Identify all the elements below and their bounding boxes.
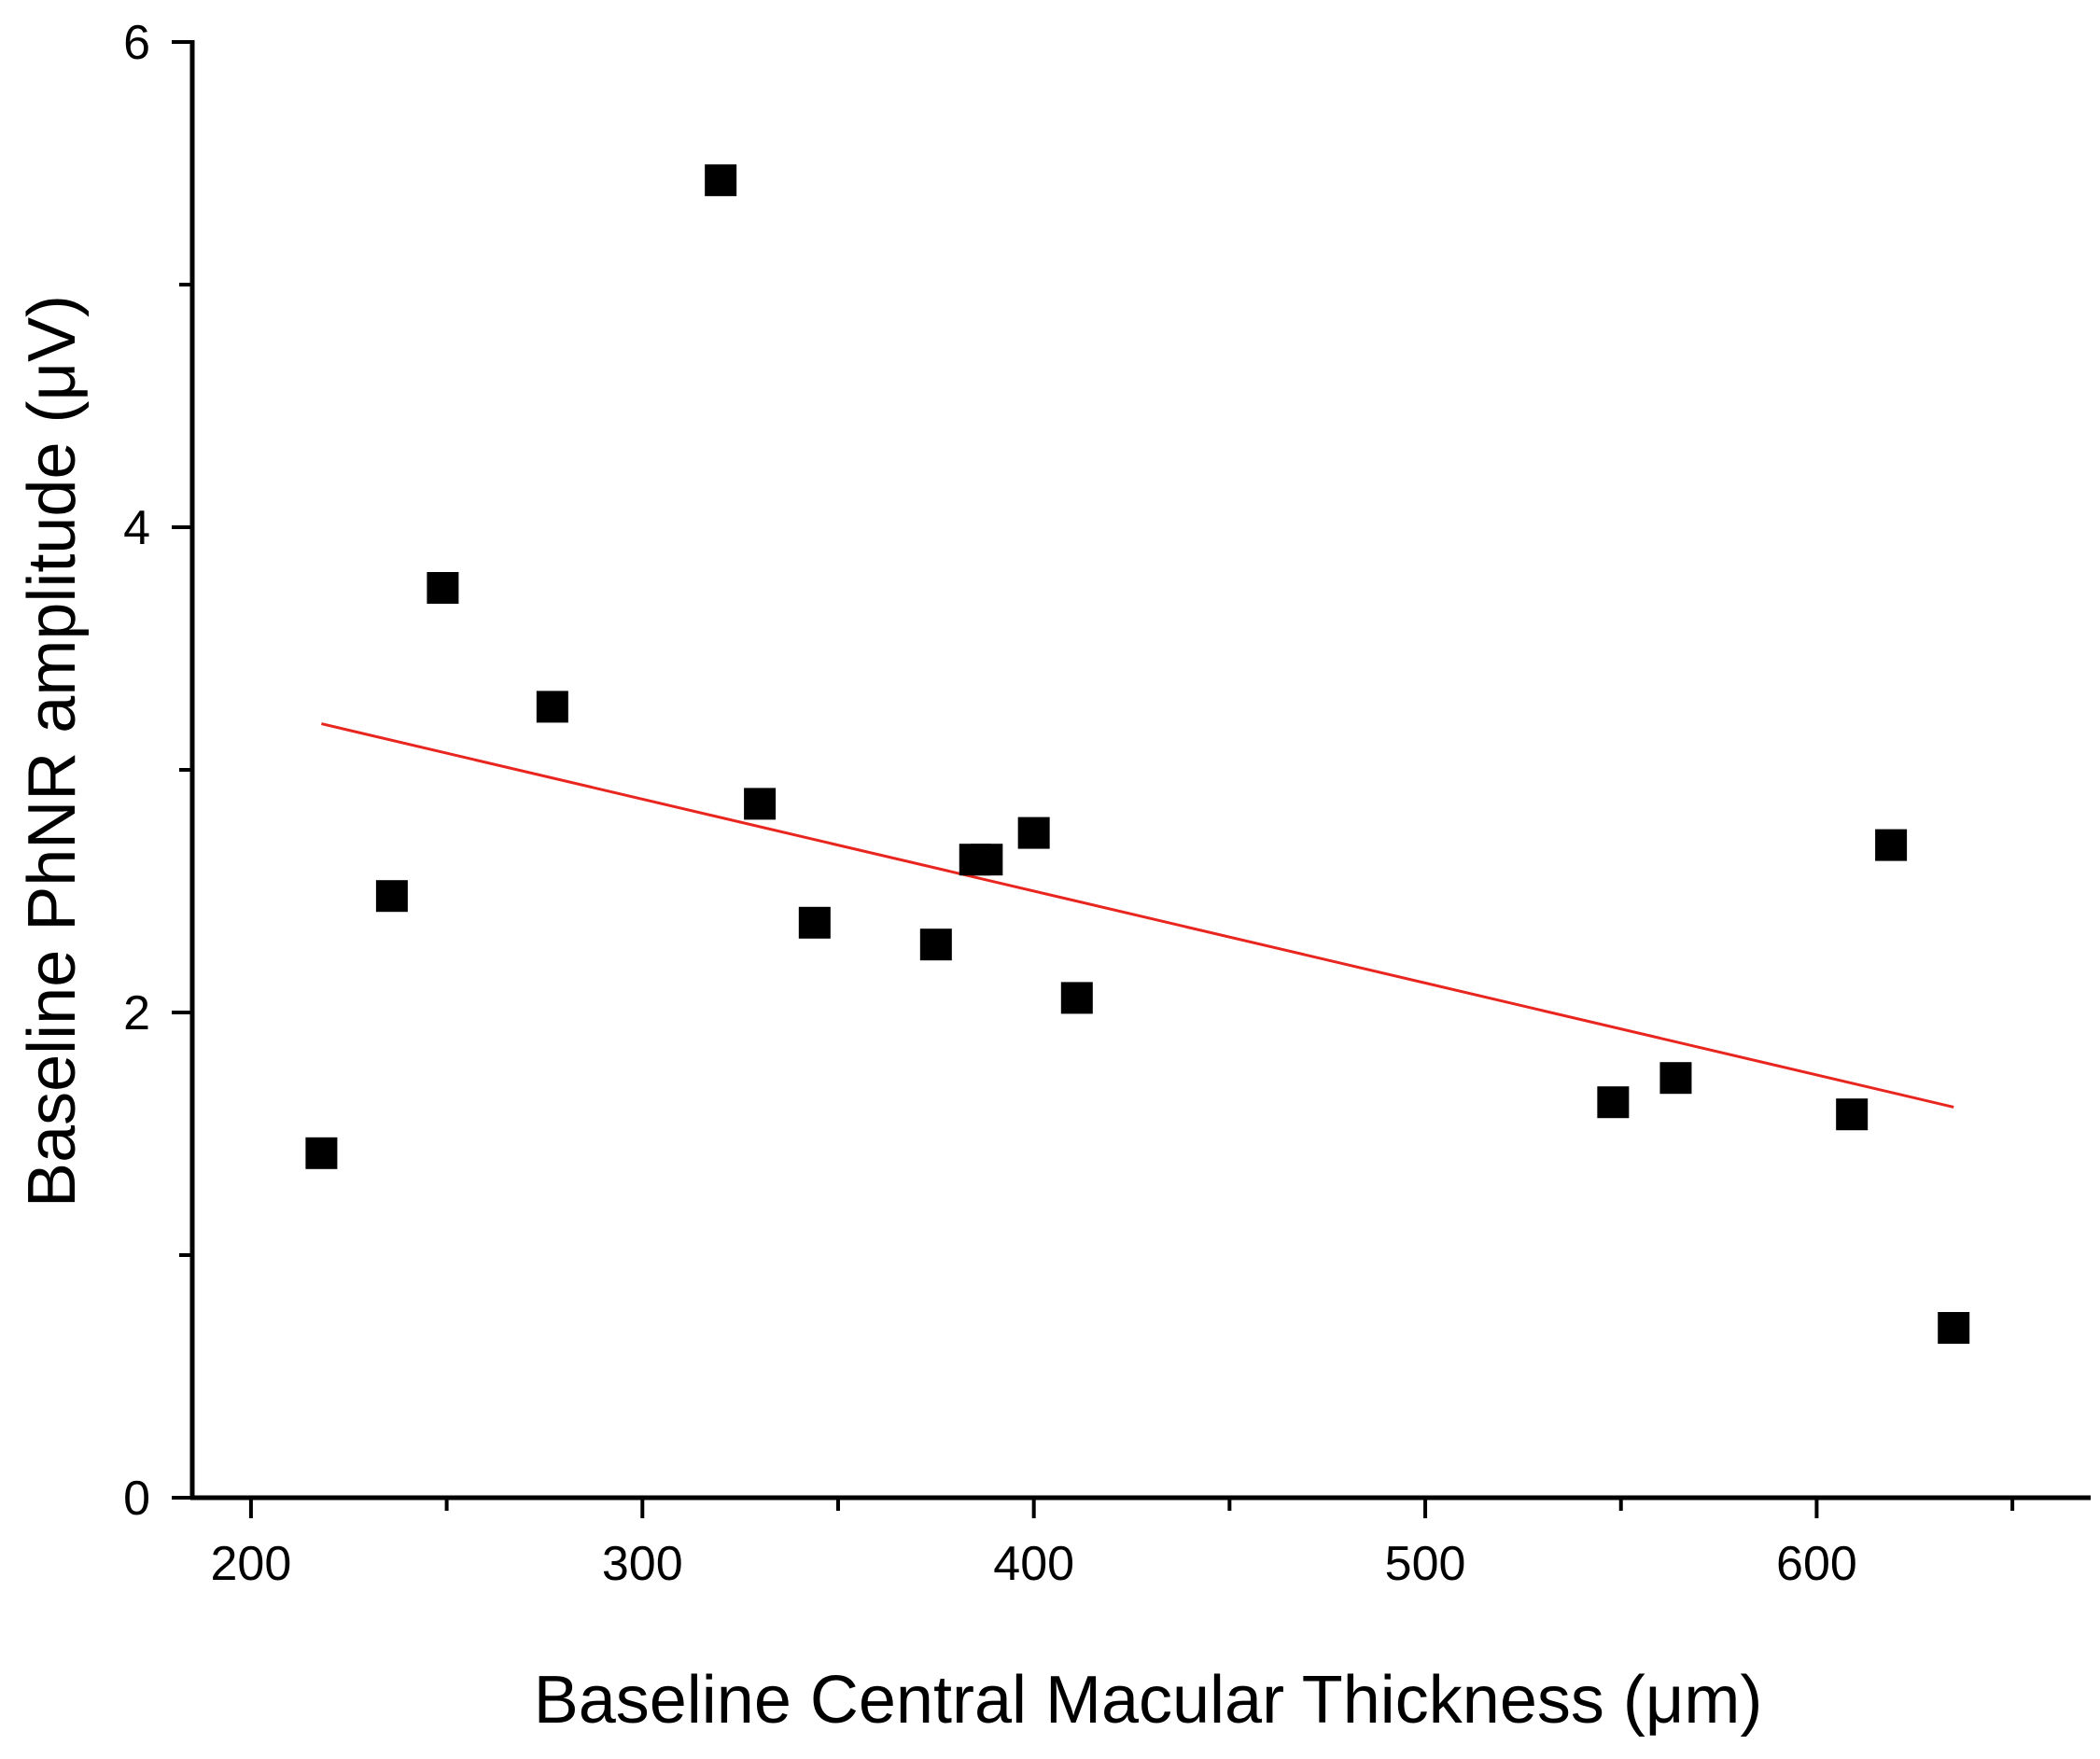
x-axis-ticks: 200 300 400 500 600	[211, 1498, 2015, 1591]
y-axis-title: Baseline PhNR amplitude (μV)	[15, 295, 90, 1208]
data-point	[1836, 1098, 1869, 1131]
axes	[189, 40, 2091, 1501]
data-points	[305, 164, 1970, 1344]
data-point	[744, 788, 777, 820]
x-tick-label: 600	[1776, 1537, 1857, 1591]
trendline	[321, 722, 1954, 1109]
data-point	[919, 928, 952, 961]
data-point	[798, 906, 831, 939]
data-point	[305, 1137, 338, 1169]
x-tick-label: 200	[211, 1537, 292, 1591]
data-point	[1597, 1086, 1630, 1119]
y-tick-label: 0	[123, 1472, 150, 1526]
trendline-group	[321, 722, 1954, 1109]
y-tick-label: 2	[123, 986, 150, 1040]
data-point	[1017, 817, 1050, 849]
data-point	[375, 880, 408, 913]
y-tick-label: 6	[123, 16, 150, 70]
data-point	[536, 691, 568, 723]
data-point	[1938, 1312, 1970, 1344]
data-point	[971, 844, 1003, 876]
data-point	[705, 164, 737, 197]
x-tick-label: 500	[1385, 1537, 1466, 1591]
x-tick-label: 300	[602, 1537, 683, 1591]
data-point	[1060, 982, 1093, 1014]
y-tick-label: 4	[123, 501, 150, 555]
x-tick-label: 400	[993, 1537, 1074, 1591]
data-point	[1875, 829, 1908, 861]
y-axis-ticks: 0 2 4 6	[123, 16, 192, 1526]
data-point	[427, 572, 459, 604]
data-point	[1659, 1062, 1692, 1095]
x-axis-title: Baseline Central Macular Thickness (μm)	[534, 1663, 1763, 1738]
